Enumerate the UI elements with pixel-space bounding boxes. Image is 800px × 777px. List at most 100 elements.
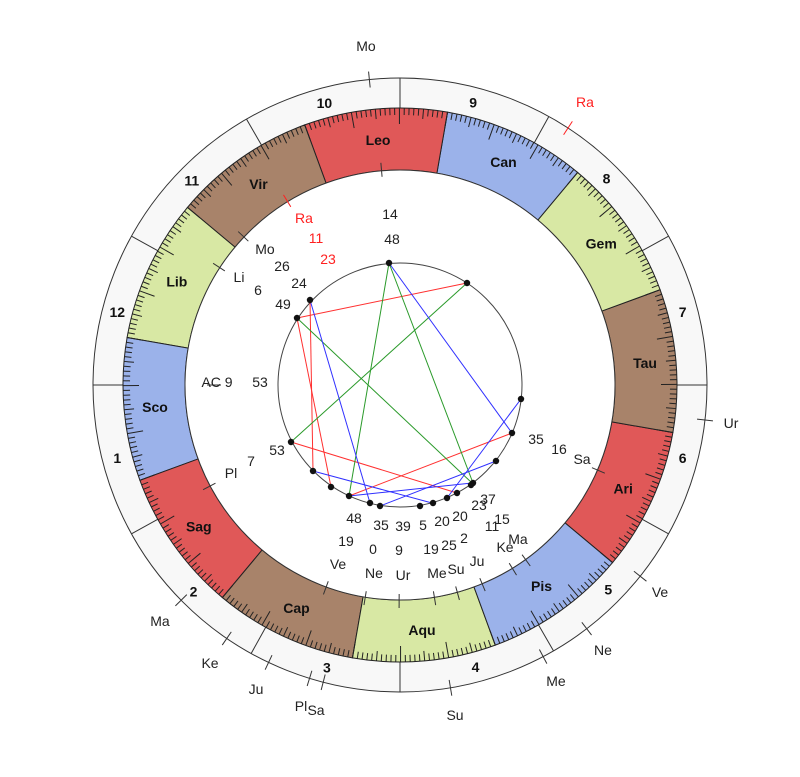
- degree-tick: [459, 114, 463, 122]
- degree-tick: [295, 128, 299, 136]
- natal-planet-name-su: Su: [447, 561, 464, 577]
- degree-tick: [350, 112, 355, 129]
- natal-planet-name-ra: Ra: [295, 210, 313, 226]
- natal-planet-degree: 6: [254, 282, 262, 298]
- degree-tick: [225, 594, 231, 601]
- degree-tick: [428, 653, 431, 661]
- natal-planet-tick: [380, 162, 383, 177]
- house-number-6: 6: [679, 450, 687, 466]
- degree-tick: [442, 651, 445, 659]
- degree-tick: [529, 142, 535, 149]
- degree-tick: [667, 345, 675, 348]
- transit-planet-label-sa: Sa: [307, 702, 324, 718]
- degree-tick: [618, 542, 625, 548]
- degree-tick: [128, 327, 136, 330]
- sign-label-cap: Cap: [283, 600, 309, 616]
- degree-tick: [561, 163, 567, 170]
- degree-tick: [211, 582, 217, 589]
- degree-tick: [132, 454, 143, 458]
- degree-tick: [512, 626, 519, 637]
- degree-tick: [197, 569, 204, 575]
- degree-tick: [360, 110, 363, 118]
- degree-tick: [665, 407, 677, 410]
- degree-tick: [659, 307, 667, 311]
- degree-tick: [626, 531, 633, 536]
- planet-point: [429, 499, 437, 507]
- degree-tick: [236, 160, 242, 168]
- degree-tick: [187, 207, 201, 219]
- degree-tick: [504, 129, 509, 137]
- degree-tick: [172, 226, 182, 233]
- degree-tick: [550, 154, 555, 162]
- degree-tick: [154, 255, 162, 260]
- transit-planet-label-ra: Ra: [576, 94, 594, 110]
- house-number-8: 8: [603, 171, 611, 187]
- degree-tick: [596, 195, 603, 201]
- degree-tick: [464, 115, 467, 124]
- degree-tick: [300, 637, 305, 644]
- natal-planet-minutes: 35: [528, 431, 544, 447]
- ascendant-label: AC 9: [201, 374, 232, 390]
- degree-tick: [615, 546, 622, 552]
- degree-tick: [333, 646, 336, 655]
- aspect-line-blue: [312, 470, 433, 504]
- house-number-7: 7: [679, 304, 687, 320]
- house-number-9: 9: [469, 94, 477, 110]
- degree-tick: [553, 603, 560, 612]
- degree-tick: [648, 489, 656, 494]
- degree-tick: [366, 652, 369, 661]
- zodiac-ring: Ari Tau Gem Can Leo Vir Lib Sco Sag Cap Aqu Pis: [122, 107, 678, 663]
- degree-tick: [204, 573, 212, 582]
- degree-tick: [588, 188, 596, 197]
- transit-planet-tick: [563, 121, 573, 136]
- house-cusp-line: [538, 624, 554, 652]
- degree-tick: [526, 622, 531, 630]
- transit-planet-tick: [306, 670, 313, 687]
- degree-tick: [645, 473, 661, 480]
- degree-tick: [594, 571, 601, 578]
- planet-point: [366, 499, 374, 507]
- degree-tick: [659, 458, 667, 462]
- degree-tick: [151, 503, 158, 508]
- natal-planet-minutes: 23: [471, 497, 487, 513]
- degree-tick: [194, 565, 201, 572]
- degree-tick: [162, 524, 170, 529]
- degree-tick: [148, 497, 159, 504]
- degree-tick: [667, 416, 676, 419]
- degree-tick: [652, 480, 659, 485]
- degree-tick: [173, 538, 182, 545]
- degree-tick: [327, 117, 331, 128]
- sign-label-sag: Sag: [186, 519, 212, 535]
- sign-label-aqu: Aqu: [408, 622, 435, 638]
- degree-tick: [579, 178, 586, 185]
- degree-tick: [314, 641, 318, 649]
- degree-tick: [355, 111, 358, 119]
- natal-planet-minutes: 37: [480, 491, 496, 507]
- natal-planet-name-ne: Ne: [365, 565, 383, 581]
- house-cusp-line: [250, 627, 267, 654]
- aspect-line-green: [296, 317, 473, 484]
- degree-tick: [127, 336, 143, 341]
- natal-planet-tick: [322, 581, 329, 595]
- natal-planet-tick: [212, 262, 226, 272]
- planet-point: [443, 494, 451, 502]
- degree-tick: [637, 254, 645, 259]
- degree-tick: [319, 643, 323, 651]
- natal-planet-minutes: 20: [452, 508, 468, 524]
- degree-tick: [331, 116, 335, 124]
- degree-tick: [228, 166, 234, 173]
- degree-tick: [636, 514, 643, 520]
- degree-tick: [539, 615, 544, 623]
- degree-tick: [495, 126, 500, 133]
- natal-planet-name-ju: Ju: [470, 553, 485, 569]
- degree-tick: [124, 408, 135, 411]
- natal-planet-minutes: 20: [434, 513, 450, 529]
- degree-tick: [131, 450, 139, 454]
- degree-tick: [638, 510, 646, 515]
- degree-tick: [143, 486, 151, 490]
- natal-planet-degree: 19: [338, 533, 354, 549]
- degree-tick: [129, 322, 137, 326]
- degree-tick: [244, 155, 249, 162]
- degree-tick: [203, 189, 212, 197]
